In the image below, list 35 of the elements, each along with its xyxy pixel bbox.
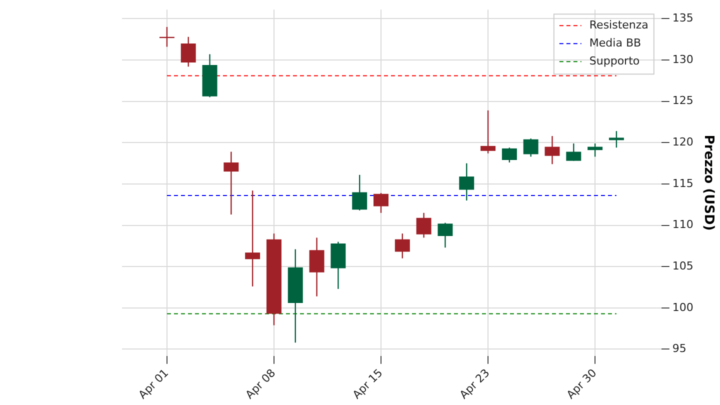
y-tick-label: 115 (672, 176, 694, 190)
candlestick (523, 138, 538, 158)
legend-label: Supporto (589, 54, 640, 68)
y-tick-label: 100 (672, 300, 694, 314)
candlestick (180, 36, 196, 68)
y-tick-label: 95 (672, 342, 686, 356)
candlestick (588, 142, 603, 158)
y-tick-label: 105 (672, 259, 694, 272)
x-tick-label: Apr 15 (350, 366, 386, 402)
candlestick (544, 135, 560, 165)
candlestick (374, 192, 388, 214)
candlestick (352, 174, 368, 212)
x-tick-label: Apr 30 (564, 366, 600, 402)
candlestick (459, 162, 474, 202)
candlestick (309, 237, 324, 297)
x-tick-label: Apr 23 (457, 366, 492, 402)
y-tick-label: 110 (672, 218, 694, 232)
candlestick (608, 130, 624, 148)
y-tick-label: 125 (672, 94, 694, 108)
legend-label: Media BB (589, 36, 642, 50)
x-tick-label: Apr 08 (243, 366, 278, 402)
x-tick-label: Apr 01 (136, 366, 172, 402)
candlestick (480, 110, 496, 154)
candlestick (224, 151, 239, 216)
candlestick (416, 212, 432, 238)
candlestick (245, 190, 260, 288)
legend-label: Resistenza (589, 18, 648, 32)
y-tick-label: 135 (672, 12, 694, 25)
y-axis-title: Prezzo (USD) (700, 134, 716, 231)
candlestick (394, 232, 410, 259)
y-tick-label: 120 (672, 136, 694, 148)
y-tick-label: 130 (672, 52, 694, 66)
candlestick (502, 147, 517, 164)
candlestick (566, 142, 582, 162)
candlestick (438, 222, 453, 248)
